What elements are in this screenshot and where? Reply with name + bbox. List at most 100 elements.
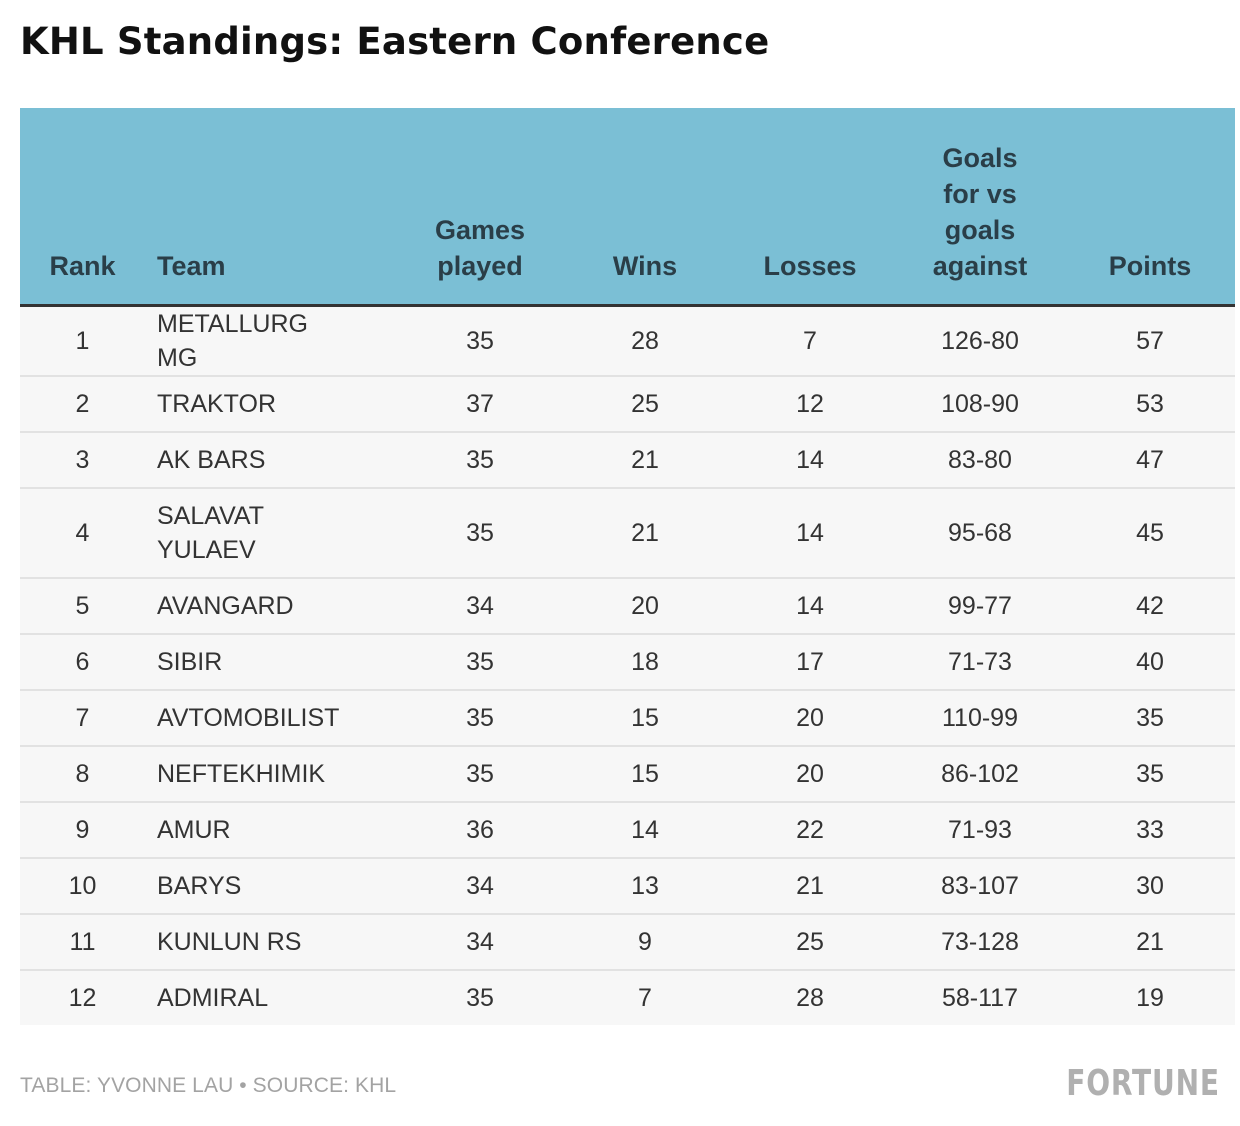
cell-wins: 28 <box>631 327 659 355</box>
cell-points: 21 <box>1136 928 1164 956</box>
table-row: 2 TRAKTOR 37 25 12 108-90 53 <box>20 376 1235 432</box>
standings-table: Rank Team Games played Wins Losses Goals… <box>20 108 1235 1025</box>
footer-credit: TABLE: YVONNE LAU • SOURCE: KHL <box>20 1074 397 1097</box>
cell-wins: 15 <box>631 760 659 788</box>
cell-wins: 25 <box>631 390 659 418</box>
table-header: Rank Team Games played Wins Losses Goals… <box>20 108 1235 307</box>
cell-games-played: 35 <box>466 760 494 788</box>
cell-goals: 95-68 <box>948 519 1012 547</box>
cell-rank: 6 <box>75 648 90 676</box>
cell-points: 45 <box>1136 519 1164 547</box>
column-header-games-played-label: Games played <box>434 215 526 281</box>
table-row: 4 SALAVAT YULAEV 35 21 14 95-68 45 <box>20 488 1235 578</box>
standings-table-container: Rank Team Games played Wins Losses Goals… <box>20 108 1235 1025</box>
cell-team: AK BARS <box>145 432 395 488</box>
cell-losses: 17 <box>796 648 824 676</box>
cell-team: TRAKTOR <box>145 376 395 432</box>
cell-losses: 14 <box>796 446 824 474</box>
cell-goals: 83-80 <box>948 446 1012 474</box>
cell-losses: 20 <box>796 704 824 732</box>
cell-wins: 18 <box>631 648 659 676</box>
cell-goals: 99-77 <box>948 592 1012 620</box>
team-name: KUNLUN RS <box>157 928 302 956</box>
cell-team: SALAVAT YULAEV <box>145 488 395 578</box>
cell-goals: 58-117 <box>942 984 1018 1012</box>
cell-rank: 9 <box>75 816 90 844</box>
team-name: BARYS <box>157 872 242 900</box>
cell-points: 57 <box>1136 327 1164 355</box>
table-row: 5 AVANGARD 34 20 14 99-77 42 <box>20 578 1235 634</box>
team-name: SALAVAT YULAEV <box>157 502 264 564</box>
cell-goals: 126-80 <box>941 327 1019 355</box>
chart-title: KHL Standings: Eastern Conference <box>20 20 770 63</box>
cell-rank: 12 <box>68 984 97 1012</box>
cell-losses: 25 <box>796 928 824 956</box>
column-header-team: Team <box>145 108 395 307</box>
cell-rank: 8 <box>75 760 90 788</box>
cell-goals: 71-93 <box>948 816 1012 844</box>
table-row: 1 METALLURG MG 35 28 7 126-80 57 <box>20 305 1235 377</box>
team-name: ADMIRAL <box>157 984 269 1012</box>
cell-wins: 21 <box>631 446 659 474</box>
cell-points: 47 <box>1136 446 1164 474</box>
cell-rank: 4 <box>75 519 90 547</box>
cell-games-played: 35 <box>466 704 494 732</box>
header-row: Rank Team Games played Wins Losses Goals… <box>20 108 1235 307</box>
cell-losses: 28 <box>796 984 824 1012</box>
team-name: AVTOMOBILIST <box>157 704 340 732</box>
cell-rank: 1 <box>75 327 90 355</box>
cell-wins: 9 <box>638 928 652 956</box>
cell-goals: 110-99 <box>942 704 1018 732</box>
column-header-losses: Losses <box>725 108 895 307</box>
column-header-games-played: Games played <box>395 108 565 307</box>
cell-rank: 10 <box>68 872 97 900</box>
cell-rank: 11 <box>69 928 96 956</box>
cell-wins: 7 <box>638 984 652 1012</box>
cell-games-played: 35 <box>466 519 494 547</box>
table-row: 12 ADMIRAL 35 7 28 58-117 19 <box>20 970 1235 1025</box>
cell-wins: 21 <box>631 519 659 547</box>
column-header-goals: Goals for vs goals against <box>895 108 1065 307</box>
cell-wins: 20 <box>631 592 659 620</box>
cell-goals: 71-73 <box>948 648 1012 676</box>
cell-wins: 14 <box>631 816 659 844</box>
cell-games-played: 34 <box>466 592 494 620</box>
team-name: TRAKTOR <box>157 390 276 418</box>
cell-rank: 2 <box>75 390 90 418</box>
cell-points: 33 <box>1136 816 1164 844</box>
cell-points: 35 <box>1136 704 1164 732</box>
table-row: 9 AMUR 36 14 22 71-93 33 <box>20 802 1235 858</box>
cell-team: KUNLUN RS <box>145 914 395 970</box>
cell-losses: 22 <box>796 816 824 844</box>
cell-team: NEFTEKHIMIK <box>145 746 395 802</box>
table-row: 3 AK BARS 35 21 14 83-80 47 <box>20 432 1235 488</box>
team-name: AK BARS <box>157 446 266 474</box>
table-row: 7 AVTOMOBILIST 35 15 20 110-99 35 <box>20 690 1235 746</box>
cell-team: METALLURG MG <box>145 306 395 377</box>
team-name: AMUR <box>157 816 231 844</box>
team-name: NEFTEKHIMIK <box>157 760 326 788</box>
cell-rank: 3 <box>75 446 90 474</box>
cell-games-played: 35 <box>466 327 494 355</box>
cell-games-played: 37 <box>466 390 494 418</box>
cell-losses: 12 <box>796 390 824 418</box>
column-header-rank: Rank <box>20 108 145 307</box>
cell-wins: 13 <box>631 872 659 900</box>
cell-games-played: 36 <box>466 816 494 844</box>
cell-losses: 14 <box>796 519 824 547</box>
cell-rank: 5 <box>75 592 90 620</box>
cell-losses: 20 <box>796 760 824 788</box>
cell-games-played: 34 <box>466 928 494 956</box>
cell-points: 53 <box>1136 390 1164 418</box>
column-header-points: Points <box>1065 108 1235 307</box>
cell-wins: 15 <box>631 704 659 732</box>
cell-points: 42 <box>1136 592 1164 620</box>
cell-games-played: 35 <box>466 446 494 474</box>
cell-goals: 73-128 <box>941 928 1019 956</box>
cell-losses: 7 <box>803 327 817 355</box>
cell-rank: 7 <box>75 704 90 732</box>
table-row: 8 NEFTEKHIMIK 35 15 20 86-102 35 <box>20 746 1235 802</box>
cell-losses: 14 <box>796 592 824 620</box>
cell-points: 35 <box>1136 760 1164 788</box>
team-name: SIBIR <box>157 648 223 676</box>
